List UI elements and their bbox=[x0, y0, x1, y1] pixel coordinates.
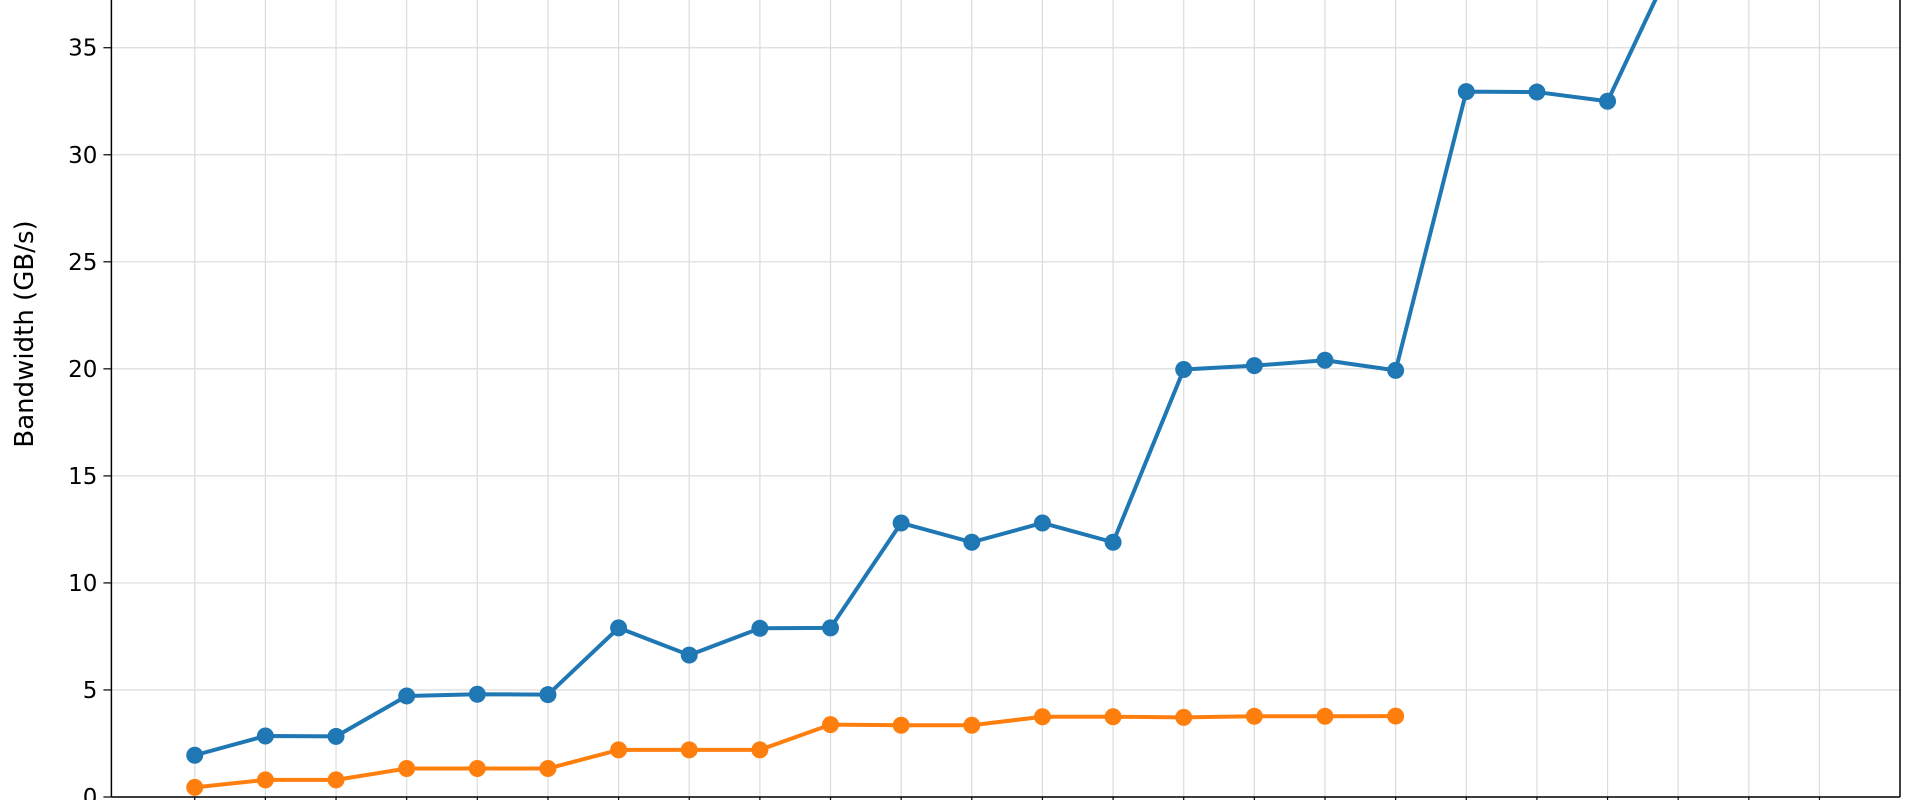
data-point bbox=[822, 619, 840, 637]
data-point bbox=[186, 746, 204, 764]
data-point bbox=[1104, 533, 1122, 551]
data-point bbox=[1457, 83, 1475, 101]
data-point bbox=[539, 686, 557, 704]
y-tick-label: 35 bbox=[68, 36, 97, 62]
series-line bbox=[194, 0, 1658, 758]
data-point bbox=[1387, 707, 1405, 725]
data-point bbox=[1033, 514, 1051, 532]
data-point bbox=[1528, 83, 1546, 101]
data-point bbox=[1387, 361, 1405, 379]
data-point bbox=[1104, 708, 1122, 726]
y-axis-label: Bandwidth (GB/s) bbox=[10, 220, 40, 447]
y-tick-label: 15 bbox=[68, 464, 97, 490]
data-point bbox=[1175, 360, 1193, 378]
data-point bbox=[256, 727, 274, 745]
data-point bbox=[1245, 357, 1263, 375]
data-point bbox=[398, 687, 416, 705]
y-tick-label: 10 bbox=[68, 571, 97, 597]
data-point bbox=[1245, 707, 1263, 725]
y-tick-label: 30 bbox=[68, 143, 97, 169]
data-point bbox=[892, 514, 910, 532]
series-line bbox=[194, 714, 1396, 790]
data-point bbox=[680, 646, 698, 664]
data-point bbox=[1599, 92, 1617, 110]
data-point bbox=[256, 771, 274, 789]
data-point bbox=[680, 741, 698, 759]
data-point bbox=[1316, 351, 1334, 369]
data-point bbox=[1033, 708, 1051, 726]
y-tick-label: 0 bbox=[83, 785, 98, 800]
data-point bbox=[963, 716, 981, 734]
y-tick-label: 5 bbox=[83, 678, 98, 704]
data-point bbox=[892, 716, 910, 734]
data-point bbox=[610, 741, 628, 759]
y-tick-label: 20 bbox=[68, 357, 97, 383]
data-point bbox=[610, 619, 628, 637]
data-point bbox=[822, 716, 840, 734]
data-point bbox=[1316, 707, 1334, 725]
data-point bbox=[327, 771, 345, 789]
data-point bbox=[751, 741, 769, 759]
data-point bbox=[398, 760, 416, 778]
data-point bbox=[468, 760, 486, 778]
data-point bbox=[963, 533, 981, 551]
data-point bbox=[539, 760, 557, 778]
axes: 0 5 10 15 20 25 30 35 bbox=[68, 0, 1901, 800]
data-point bbox=[1175, 708, 1193, 726]
data-point bbox=[751, 619, 769, 637]
data-point bbox=[186, 778, 204, 796]
data-point bbox=[327, 727, 345, 745]
data-point bbox=[468, 685, 486, 703]
grid bbox=[111, 0, 1900, 798]
y-tick-label: 25 bbox=[68, 250, 97, 276]
plot-area bbox=[186, 0, 1658, 796]
